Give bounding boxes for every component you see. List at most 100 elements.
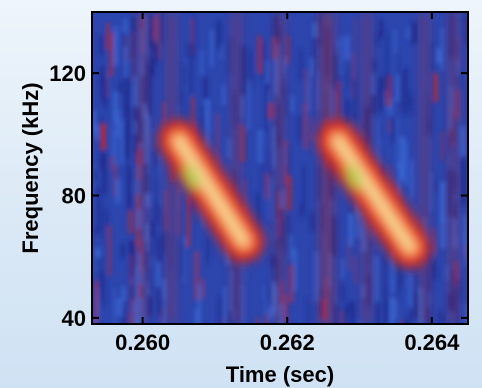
noise-streak xyxy=(456,278,462,298)
noise-streak xyxy=(197,284,201,324)
noise-streak xyxy=(130,299,136,324)
noise-streak xyxy=(256,316,259,324)
noise-streak xyxy=(313,33,317,80)
noise-streak xyxy=(379,20,384,38)
noise-streak xyxy=(152,58,155,76)
noise-streak xyxy=(298,49,304,82)
energy-streak xyxy=(232,12,241,324)
noise-streak xyxy=(309,212,316,231)
noise-streak xyxy=(376,32,380,45)
noise-streak xyxy=(333,305,339,324)
noise-streak xyxy=(159,12,165,44)
noise-streak xyxy=(411,21,418,44)
noise-streak xyxy=(241,96,244,118)
noise-streak xyxy=(106,23,111,50)
noise-streak xyxy=(114,26,119,66)
noise-streak xyxy=(454,89,461,120)
noise-streak xyxy=(241,284,246,324)
x-tick-label: 0.260 xyxy=(115,330,170,355)
noise-streak xyxy=(395,74,400,102)
noise-streak xyxy=(371,65,374,110)
noise-streak xyxy=(305,69,309,110)
noise-streak xyxy=(128,312,133,324)
noise-streak xyxy=(186,196,191,247)
noise-streak xyxy=(266,60,270,83)
energy-streak xyxy=(138,12,147,324)
noise-streak xyxy=(210,30,214,68)
noise-streak xyxy=(271,37,278,60)
chirp-peak xyxy=(345,164,362,191)
noise-streak xyxy=(182,237,186,283)
noise-streak xyxy=(148,67,152,117)
noise-streak xyxy=(285,294,288,323)
noise-streak xyxy=(415,263,418,316)
noise-streak xyxy=(255,192,261,233)
chirp-peak xyxy=(183,164,200,191)
noise-streak xyxy=(403,141,409,187)
x-axis-ticks: 0.260 0.262 0.264 xyxy=(115,12,460,355)
noise-streak xyxy=(120,46,123,94)
noise-streak xyxy=(94,280,98,324)
noise-streak xyxy=(111,127,118,166)
noise-streak xyxy=(125,122,129,140)
noise-streak xyxy=(440,215,446,249)
noise-streak xyxy=(375,300,381,324)
noise-streak xyxy=(160,308,164,324)
energy-streak xyxy=(420,12,429,324)
noise-streak xyxy=(306,297,310,324)
noise-streak xyxy=(117,110,121,138)
noise-streak xyxy=(223,286,227,324)
noise-streak xyxy=(387,119,390,134)
noise-streak xyxy=(92,110,96,133)
noise-streak xyxy=(346,302,352,315)
noise-streak xyxy=(353,256,357,284)
noise-streak xyxy=(456,60,459,76)
noise-streak xyxy=(341,259,344,279)
plot-frame xyxy=(91,11,469,325)
noise-streak xyxy=(426,241,432,292)
noise-streak xyxy=(429,94,432,135)
noise-streak xyxy=(351,301,355,324)
noise-streak xyxy=(109,32,114,77)
noise-streak xyxy=(98,34,105,57)
noise-streak xyxy=(126,166,132,207)
y-tick-label: 80 xyxy=(62,184,86,209)
noise-streak xyxy=(128,210,134,234)
noise-streak xyxy=(127,195,132,211)
noise-streak xyxy=(162,287,167,324)
noise-streak xyxy=(121,301,128,324)
noise-streak xyxy=(148,28,152,72)
noise-streak xyxy=(106,72,109,98)
noise-streak xyxy=(343,306,349,324)
noise-streak xyxy=(383,73,390,91)
y-tick-label: 120 xyxy=(49,61,86,86)
noise-streak xyxy=(227,310,232,324)
noise-streak xyxy=(343,35,350,60)
noise-streak xyxy=(191,96,195,147)
noise-streak xyxy=(310,58,314,78)
x-axis-label: Time (sec) xyxy=(226,362,334,387)
noise-streak xyxy=(102,153,107,195)
chirp-band xyxy=(333,136,415,252)
noise-streak xyxy=(372,59,376,74)
noise-streak xyxy=(101,123,107,150)
noise-streak xyxy=(292,248,297,292)
noise-streak xyxy=(302,164,305,214)
noise-streak xyxy=(402,319,408,324)
noise-streak xyxy=(151,200,156,238)
x-tick-label: 0.264 xyxy=(404,330,460,355)
noise-streak xyxy=(395,251,400,303)
noise-streak xyxy=(147,296,153,317)
energy-streak xyxy=(319,12,328,324)
noise-streak xyxy=(265,282,270,311)
noise-streak xyxy=(161,101,167,138)
noise-streak xyxy=(257,129,263,163)
noise-streak xyxy=(120,243,125,259)
noise-streak xyxy=(155,260,161,287)
noise-streak xyxy=(126,35,129,62)
noise-streak xyxy=(149,220,154,256)
noise-streak xyxy=(193,12,196,60)
noise-streak xyxy=(430,44,434,73)
noise-streak xyxy=(269,179,272,221)
noise-streak xyxy=(344,99,351,130)
